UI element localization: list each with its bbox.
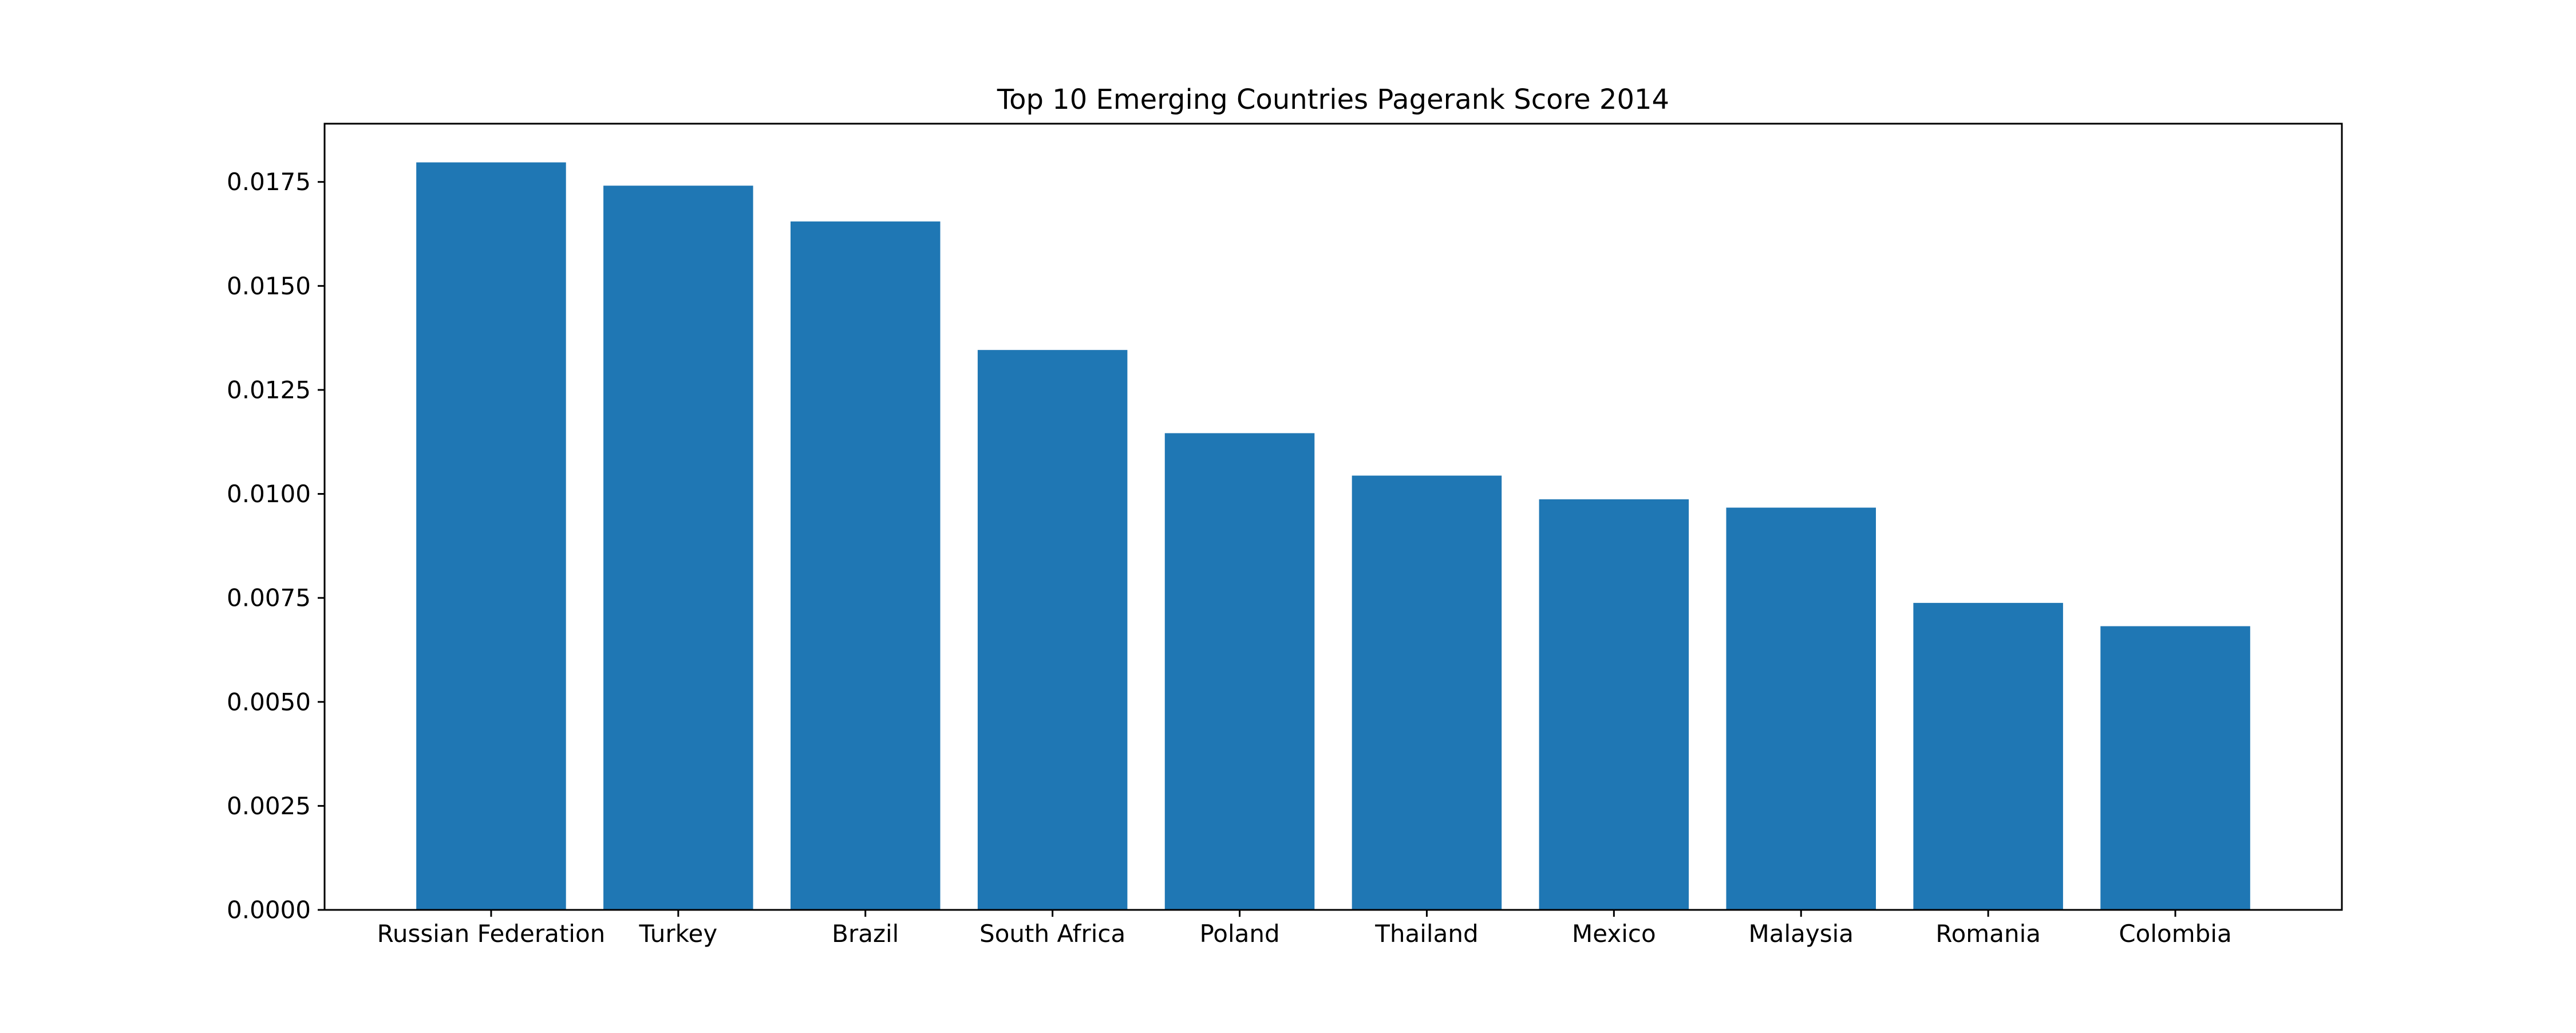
y-tick-label: 0.0025: [227, 792, 311, 820]
x-tick-label: Russian Federation: [377, 920, 606, 948]
y-tick-label: 0.0075: [227, 584, 311, 612]
bar-romania: [1913, 602, 2063, 910]
x-tick-label: Colombia: [2119, 920, 2231, 948]
bar-poland: [1164, 433, 1315, 910]
x-tick-label: Thailand: [1374, 920, 1478, 948]
x-tick-label: South Africa: [979, 920, 1125, 948]
x-tick-label: Poland: [1199, 920, 1279, 948]
bar-mexico: [1539, 499, 1689, 910]
y-tick-label: 0.0100: [227, 480, 311, 508]
bar-brazil: [790, 221, 941, 910]
y-tick-label: 0.0125: [227, 376, 311, 404]
y-axis: 0.0000 0.0025 0.0050 0.0075 0.0100 0.0125 0.01…: [227, 168, 325, 924]
bars-layer: [416, 162, 2250, 910]
bar-russian-federation: [416, 162, 566, 910]
x-tick-label: Mexico: [1572, 920, 1656, 948]
y-tick-label: 0.0000: [227, 896, 311, 924]
x-tick-label: Romania: [1935, 920, 2041, 948]
bar-south-africa: [977, 350, 1128, 910]
x-tick-label: Brazil: [832, 920, 899, 948]
chart-title: Top 10 Emerging Countries Pagerank Score…: [997, 84, 1669, 116]
x-tick-label: Malaysia: [1748, 920, 1854, 948]
bar-thailand: [1352, 475, 1502, 910]
x-axis: Russian Federation Turkey Brazil South Afri…: [377, 910, 2232, 948]
plot-frame: [323, 123, 2343, 911]
y-tick-label: 0.0050: [227, 688, 311, 716]
bar-malaysia: [1726, 507, 1876, 910]
bar-colombia: [2100, 626, 2250, 910]
y-tick-label: 0.0175: [227, 168, 311, 196]
bar-turkey: [603, 186, 753, 910]
x-tick-label: Turkey: [639, 920, 718, 948]
y-tick-label: 0.0150: [227, 272, 311, 300]
